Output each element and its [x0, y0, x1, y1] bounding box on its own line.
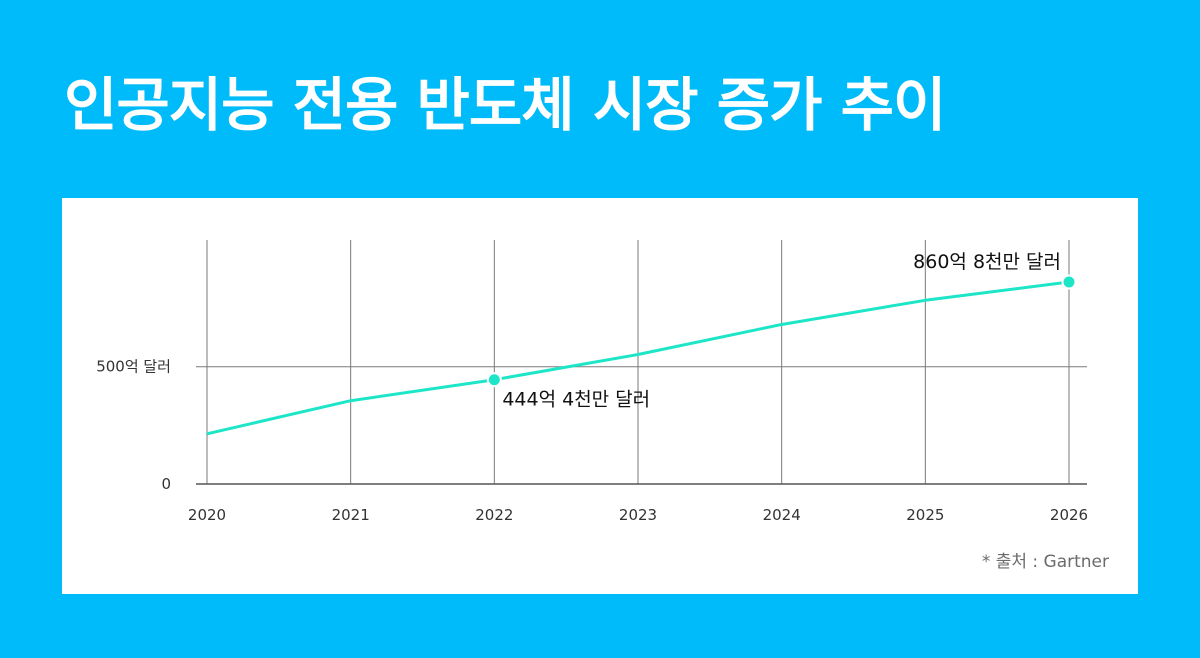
chart-card — [62, 198, 1138, 594]
source-note: * 출처 : Gartner — [981, 552, 1109, 572]
page-title: 인공지능 전용 반도체 시장 증가 추이 — [64, 71, 946, 139]
